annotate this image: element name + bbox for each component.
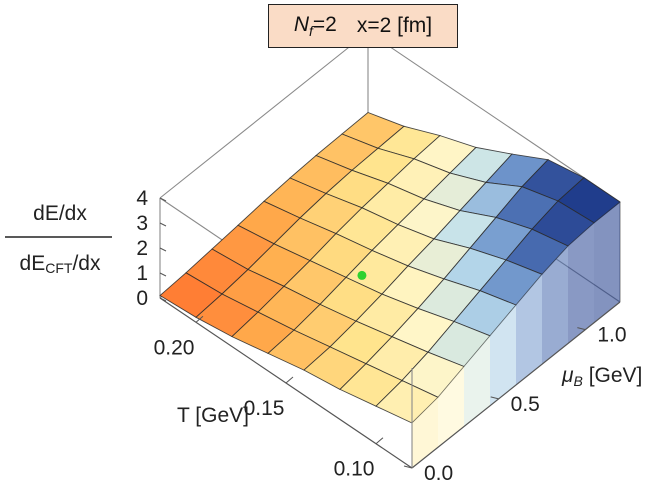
t-tick-mark bbox=[285, 376, 294, 384]
z-tick-mark bbox=[159, 222, 167, 227]
mu-axis-label: μB [GeV] bbox=[561, 364, 642, 389]
mu-tick-mark bbox=[490, 396, 499, 400]
z-tick-label: 4 bbox=[136, 187, 148, 210]
t-axis-ticks: 0.20 0.15 0.10 bbox=[154, 315, 384, 481]
t-tick-label: 0.15 bbox=[244, 397, 285, 420]
t-tick-mark bbox=[195, 315, 204, 323]
z-tick-mark bbox=[159, 272, 167, 277]
marker-point bbox=[357, 270, 367, 280]
title-nf: Nf=2 bbox=[293, 12, 337, 40]
mu-axis-ticks: 0.0 0.5 1.0 bbox=[403, 324, 627, 485]
t-tick-mark bbox=[375, 437, 384, 445]
z-tick-label: 2 bbox=[136, 237, 148, 260]
surface-side bbox=[464, 335, 490, 427]
mu-tick-label: 0.5 bbox=[511, 393, 540, 416]
surface-side bbox=[594, 202, 620, 323]
z-tick-label: 0 bbox=[136, 287, 148, 310]
t-tick-label: 0.10 bbox=[334, 458, 375, 481]
surface-side bbox=[542, 246, 568, 365]
title-x: x=2 [fm] bbox=[356, 14, 433, 37]
z-tick-label: 1 bbox=[136, 262, 148, 285]
marker-dot bbox=[357, 270, 367, 280]
t-tick-label: 0.20 bbox=[154, 336, 195, 359]
z-tick-mark bbox=[159, 197, 167, 202]
surface-side bbox=[516, 274, 542, 385]
surface-side bbox=[490, 305, 516, 406]
z-label-numerator: dE/dx bbox=[33, 202, 87, 225]
mu-tick-label: 0.0 bbox=[424, 462, 453, 485]
z-label-denominator: dECFT/dx bbox=[20, 252, 101, 276]
mu-tick-mark bbox=[577, 327, 586, 331]
mu-tick-mark bbox=[403, 465, 413, 469]
z-tick-label: 3 bbox=[136, 212, 148, 235]
mu-tick-label: 1.0 bbox=[597, 324, 626, 347]
surface-side bbox=[568, 222, 594, 344]
surface-mesh bbox=[159, 111, 621, 468]
surface-side bbox=[412, 397, 438, 468]
t-axis-label: T [GeV] bbox=[177, 404, 249, 427]
box-edge bbox=[159, 31, 369, 199]
z-tick-mark bbox=[159, 247, 167, 252]
chart-title: Nf=2 x=2 [fm] bbox=[268, 4, 458, 48]
box-edge bbox=[367, 31, 621, 203]
z-axis-label: dE/dx dECFT/dx bbox=[5, 202, 112, 276]
z-tick-mark bbox=[159, 297, 167, 302]
surface-side bbox=[438, 366, 464, 448]
